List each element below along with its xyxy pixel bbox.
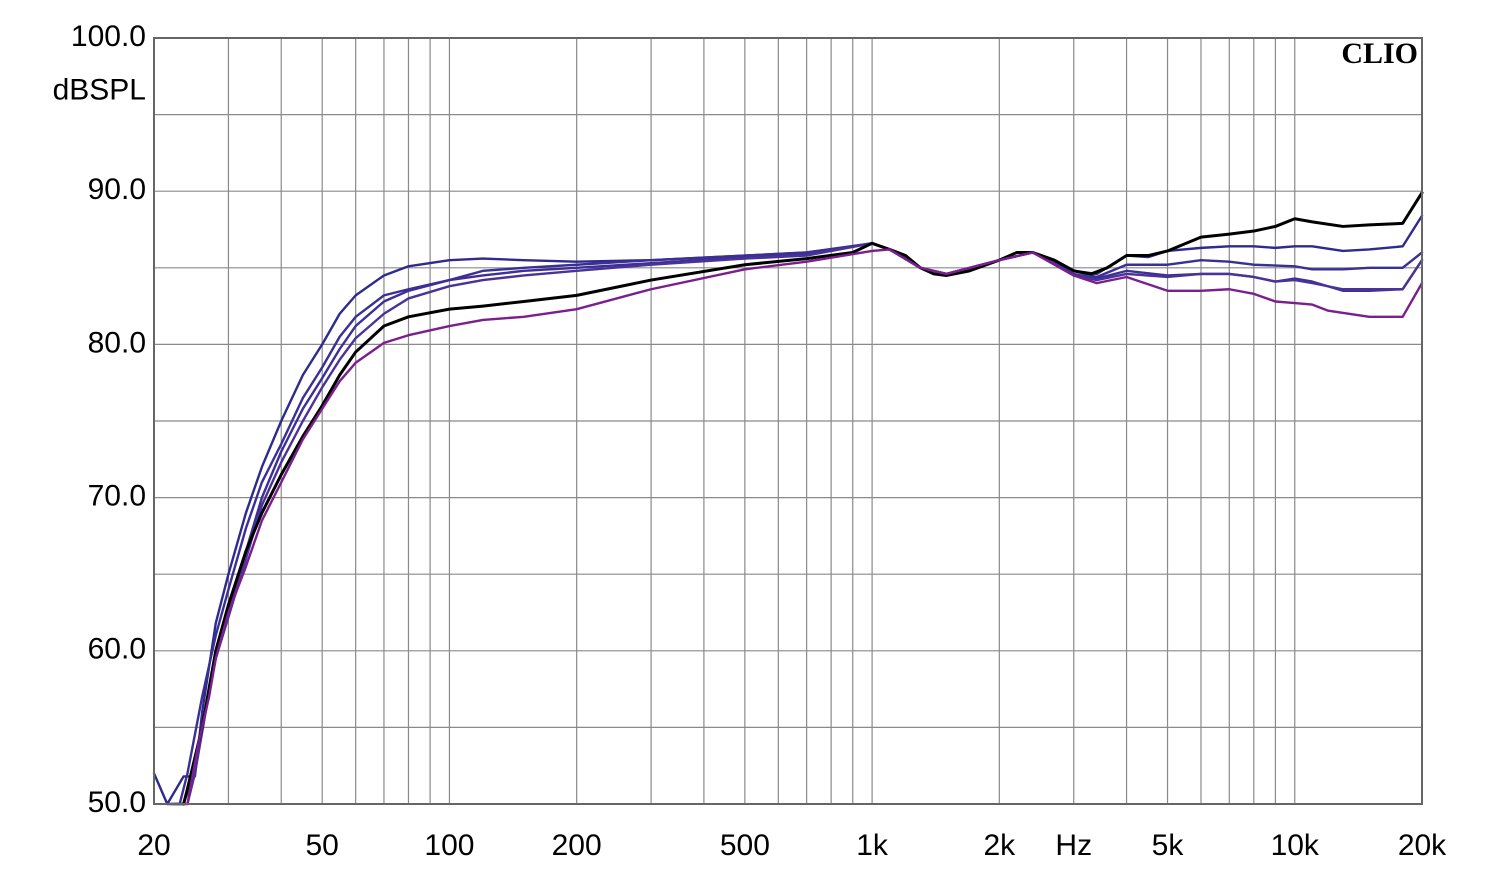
y-tick-label: 90.0	[88, 173, 146, 206]
plot-frame	[153, 37, 1423, 805]
x-tick-label: 20	[137, 829, 170, 862]
label-layer: 50.0 60.0 70.0 80.0 90.0 100.0 20 50 100 200 500 1k…	[53, 20, 1448, 862]
series-line-2	[166, 242, 1424, 806]
x-axis-unit-label: Hz	[1055, 829, 1092, 862]
y-tick-label: 70.0	[88, 480, 146, 513]
x-tick-label: 50	[306, 829, 339, 862]
x-tick-label: 100	[424, 829, 474, 862]
x-tick-label: 1k	[856, 829, 889, 862]
series-line-5	[182, 191, 1424, 806]
series-line-3	[170, 242, 1424, 806]
x-tick-label: 500	[720, 829, 770, 862]
x-tick-label: 10k	[1271, 829, 1320, 862]
brand-label: CLIO	[1341, 37, 1418, 70]
x-tick-label: 20k	[1398, 829, 1447, 862]
x-tick-label: 200	[552, 829, 602, 862]
y-tick-label: 100.0	[71, 20, 146, 53]
x-tick-label: 5k	[1152, 829, 1185, 862]
grid-layer	[153, 37, 1423, 805]
series-line-6	[186, 248, 1424, 806]
series-line-1	[152, 214, 1424, 806]
y-tick-label: 50.0	[88, 786, 146, 819]
y-axis-label: dBSPL	[53, 74, 146, 107]
series-layer	[152, 191, 1424, 806]
series-line-4	[174, 242, 1424, 806]
y-tick-label: 80.0	[88, 326, 146, 359]
y-tick-label: 60.0	[88, 633, 146, 666]
x-tick-label: 2k	[983, 829, 1016, 862]
